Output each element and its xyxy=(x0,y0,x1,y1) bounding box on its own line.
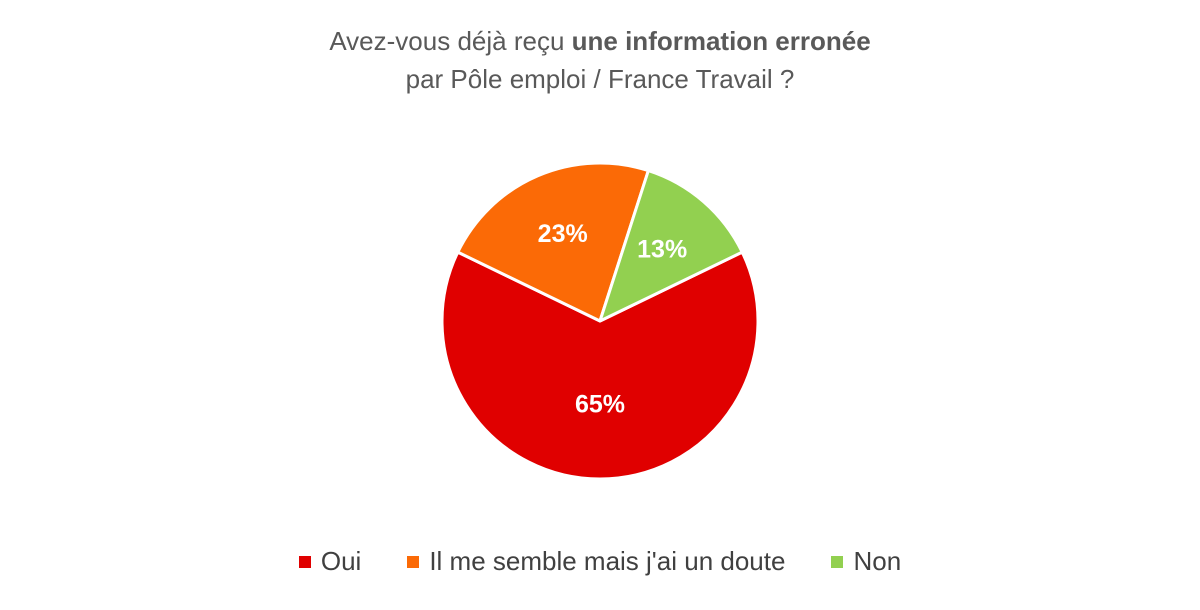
legend-label-non: Non xyxy=(853,546,902,576)
pie-slice-oui xyxy=(440,250,760,481)
legend-swatch-oui xyxy=(298,555,311,568)
pie-slice-non xyxy=(598,169,744,323)
legend-label-oui: Oui xyxy=(320,546,362,576)
chart-title-regular: Avez-vous déjà reçu xyxy=(329,26,572,56)
data-label-doute: 23% xyxy=(538,220,588,248)
chart-title: Avez-vous déjà reçu une information erro… xyxy=(0,22,1200,98)
chart-legend: Oui Il me semble mais j'ai un doute Non xyxy=(0,546,1200,577)
legend-item-doute: Il me semble mais j'ai un doute xyxy=(407,546,785,577)
legend-swatch-non xyxy=(831,555,844,568)
pie-slice-doute xyxy=(456,161,650,323)
legend-item-non: Non xyxy=(831,546,901,577)
legend-label-doute: Il me semble mais j'ai un doute xyxy=(429,546,786,576)
legend-swatch-doute xyxy=(407,555,420,568)
chart-title-line-1: Avez-vous déjà reçu une information erro… xyxy=(0,22,1200,60)
data-label-non: 13% xyxy=(637,235,687,263)
data-label-oui: 65% xyxy=(575,391,625,419)
chart-title-line-2: par Pôle emploi / France Travail ? xyxy=(405,64,795,94)
legend-item-oui: Oui xyxy=(298,546,362,577)
chart-title-bold: une information erronée xyxy=(571,26,871,56)
